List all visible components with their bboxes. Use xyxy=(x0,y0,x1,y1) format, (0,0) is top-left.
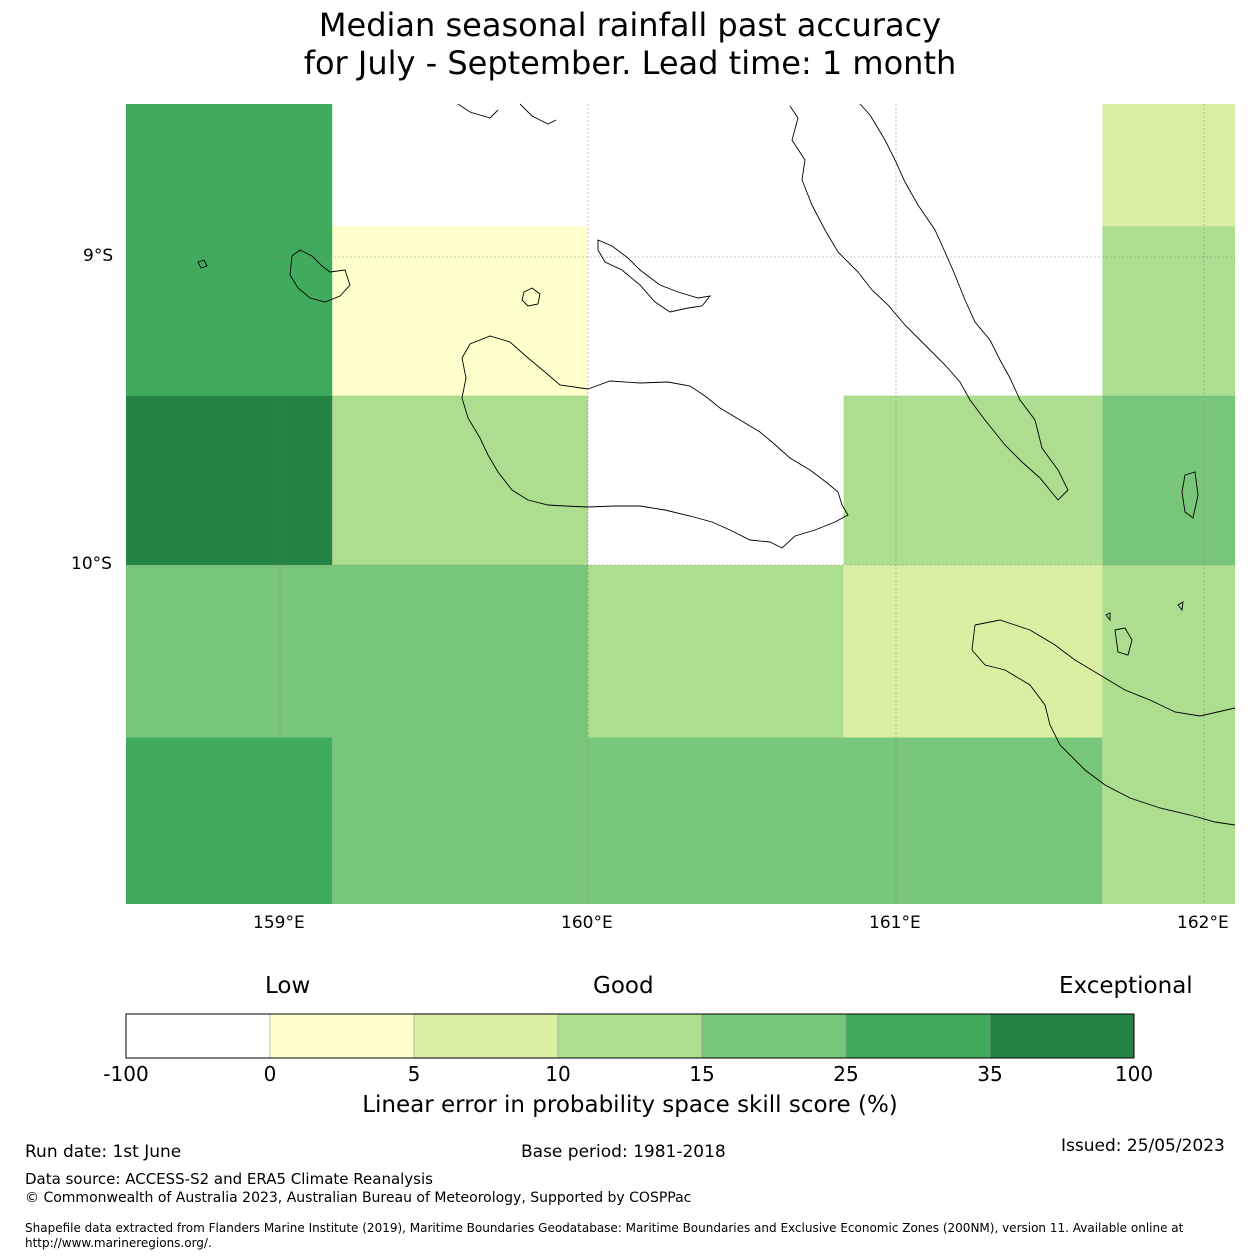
grid-cell xyxy=(1102,565,1235,904)
lon-label-160e: 160°E xyxy=(561,913,613,933)
coastlines xyxy=(197,103,1236,826)
colorbar-segment xyxy=(413,1013,559,1059)
coast-makira xyxy=(971,619,1236,826)
colorbar-label-low: Low xyxy=(265,973,311,999)
graticule xyxy=(126,104,1235,904)
run-date: Run date: 1st June xyxy=(25,1142,182,1162)
colorbar-segment xyxy=(557,1013,703,1059)
grid-cell xyxy=(126,737,333,904)
coast-guadalcanal xyxy=(587,380,849,549)
coast-small-isle-2 xyxy=(1177,601,1184,612)
title-line-2: for July - September. Lead time: 1 month xyxy=(303,44,957,82)
lat-label-10s: 10°S xyxy=(71,554,112,574)
coast-florida-islands xyxy=(597,239,712,313)
grid-cell xyxy=(332,226,588,396)
colorbar-tick: 35 xyxy=(977,1062,1003,1086)
coast-small-isle-1 xyxy=(197,259,208,269)
coast-malaita xyxy=(789,103,1069,501)
colorbar-label-good: Good xyxy=(593,973,654,999)
coast-guadalcanal-west xyxy=(461,335,589,508)
coast-russell-islands xyxy=(289,249,351,303)
grid-cell xyxy=(126,104,333,396)
title-line-1: Median seasonal rainfall past accuracy xyxy=(318,6,942,44)
shapefile-credit-2: http://www.marineregions.org/. xyxy=(25,1236,212,1250)
grid-cell xyxy=(1102,395,1235,565)
colorbar-label-exceptional: Exceptional xyxy=(1059,973,1193,999)
colorbar-segment xyxy=(125,1013,271,1059)
grid-cell xyxy=(588,395,844,565)
colorbar-segment xyxy=(989,1013,1135,1059)
grid-cell xyxy=(588,104,1103,396)
chart-title: Median seasonal rainfall past accuracy f… xyxy=(0,6,1260,82)
coast-ulawa xyxy=(1114,627,1133,656)
coast-north xyxy=(457,103,557,125)
lon-label-162e: 162°E xyxy=(1177,913,1229,933)
lat-label-9s: 9°S xyxy=(83,246,114,266)
grid-cell xyxy=(126,565,588,738)
lon-label-159e: 159°E xyxy=(253,913,305,933)
lon-label-161e: 161°E xyxy=(869,913,921,933)
copyright: © Commonwealth of Australia 2023, Austra… xyxy=(25,1190,692,1206)
issued-date: Issued: 25/05/2023 xyxy=(1061,1136,1225,1156)
coast-small-isle-3 xyxy=(1105,612,1111,622)
colorbar-tick: 15 xyxy=(689,1062,715,1086)
grid-cell xyxy=(1102,104,1235,227)
skill-grid xyxy=(126,104,1235,904)
colorbar-segment xyxy=(269,1013,415,1059)
colorbar-tick: -100 xyxy=(103,1062,149,1086)
grid-cell xyxy=(332,104,588,227)
grid-cell xyxy=(332,395,588,565)
colorbar-tick: 100 xyxy=(1114,1062,1154,1086)
colorbar-outline xyxy=(125,1013,1135,1059)
colorbar-segment xyxy=(701,1013,847,1059)
colorbar-tick: 25 xyxy=(833,1062,859,1086)
grid-cell xyxy=(588,565,844,738)
shapefile-credit-1: Shapefile data extracted from Flanders M… xyxy=(25,1221,1184,1235)
colorbar-title: Linear error in probability space skill … xyxy=(362,1092,898,1118)
colorbar-segment xyxy=(845,1013,991,1059)
grid-cell xyxy=(1102,226,1235,396)
grid-cell xyxy=(332,737,1103,904)
colorbar xyxy=(125,1013,1135,1059)
colorbar-tick: 10 xyxy=(545,1062,571,1086)
colorbar-tick: 5 xyxy=(407,1062,421,1086)
grid-cell xyxy=(126,395,333,565)
grid-cell xyxy=(843,395,1103,565)
base-period: Base period: 1981-2018 xyxy=(521,1142,726,1162)
coast-east-isle xyxy=(1181,471,1199,519)
data-source: Data source: ACCESS-S2 and ERA5 Climate … xyxy=(25,1170,433,1188)
colorbar-tick: 0 xyxy=(263,1062,277,1086)
coast-savo xyxy=(521,287,541,307)
